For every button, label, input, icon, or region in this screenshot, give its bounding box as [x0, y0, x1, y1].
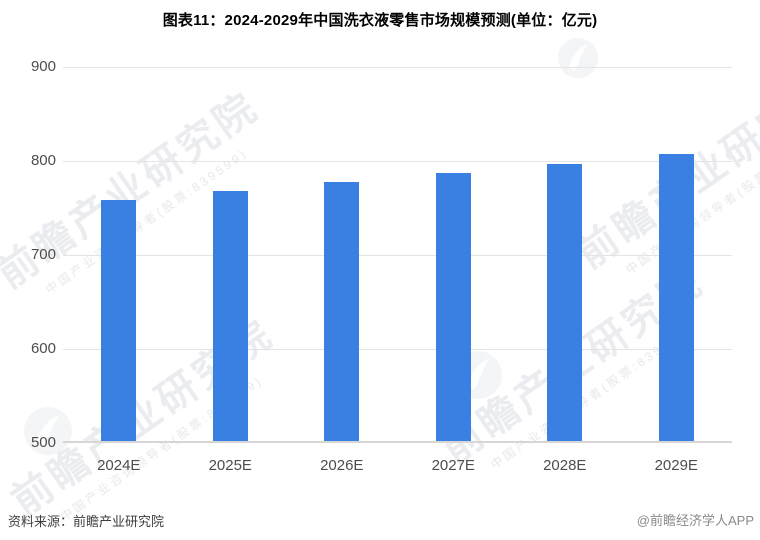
bar-2028E [547, 163, 583, 441]
x-tick-label-2024E: 2024E [97, 457, 141, 474]
x-tick-label-2027E: 2027E [431, 457, 475, 474]
x-tick-label-2025E: 2025E [208, 457, 252, 474]
plot-area [63, 67, 732, 443]
x-tick-label-2028E: 2028E [543, 457, 587, 474]
chart-title: 图表11：2024-2029年中国洗衣液零售市场规模预测(单位：亿元) [162, 12, 598, 29]
bar-2025E [212, 191, 248, 441]
y-tick-label-500: 500 [30, 434, 56, 451]
y-axis: 500 600 700 800 900 [0, 58, 56, 451]
bar-2024E [101, 200, 137, 441]
bar-2026E [324, 181, 360, 441]
gridline-900 [63, 67, 732, 68]
y-tick-label-800: 800 [30, 152, 56, 169]
x-axis-line [63, 441, 732, 443]
y-tick-label-600: 600 [30, 340, 56, 357]
x-tick-label-2029E: 2029E [654, 457, 698, 474]
y-tick-label-700: 700 [30, 246, 56, 263]
bar-2029E [658, 154, 694, 441]
bar-2027E [435, 173, 471, 441]
credit-note: @前瞻经济学人APP [636, 513, 754, 528]
gridline-600 [63, 349, 732, 350]
source-note: 资料来源：前瞻产业研究院 [8, 514, 165, 529]
gridline-700 [63, 255, 732, 256]
gridline-800 [63, 161, 732, 162]
x-axis: 2024E 2025E 2026E 2027E 2028E 2029E [63, 457, 732, 477]
x-tick-label-2026E: 2026E [320, 457, 364, 474]
y-tick-label-900: 900 [30, 58, 56, 75]
